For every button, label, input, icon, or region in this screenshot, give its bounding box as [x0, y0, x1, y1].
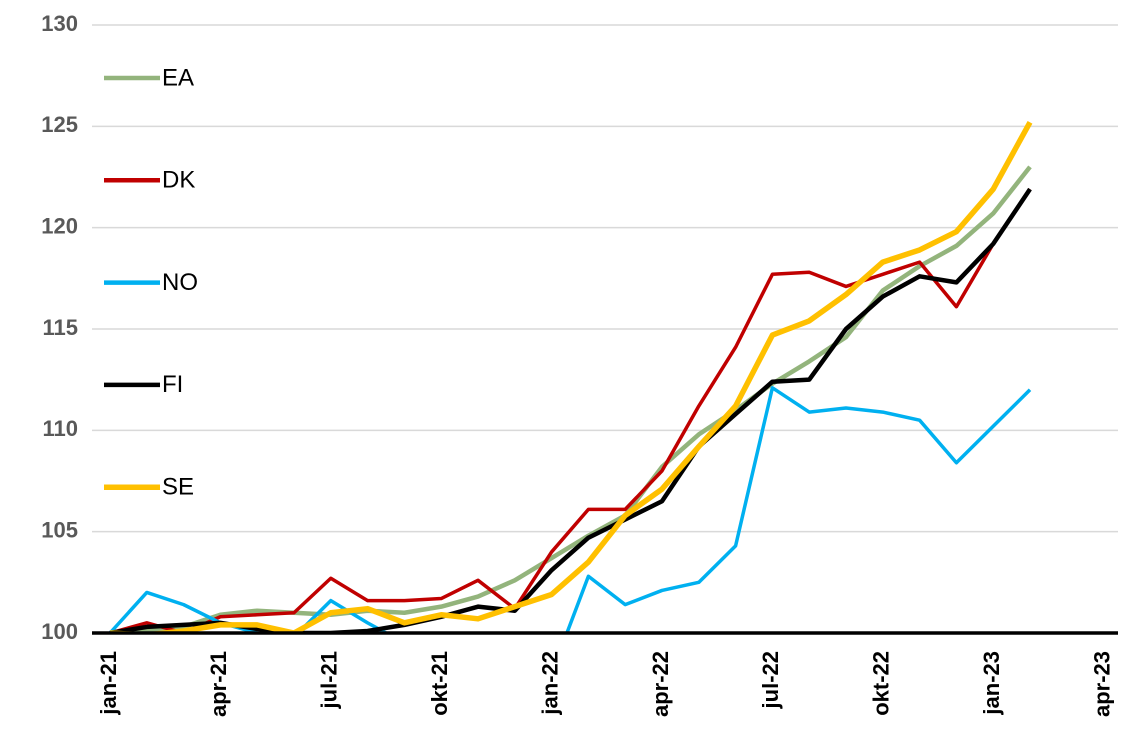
plot-area [108, 120, 1033, 633]
y-tick-label: 120 [41, 213, 78, 238]
legend-label: FI [162, 371, 183, 398]
series-line [110, 120, 1033, 633]
x-tick-label: jan-21 [96, 651, 121, 716]
x-tick-label: apr-22 [648, 651, 673, 717]
y-tick-label: 130 [41, 11, 78, 36]
series-line [109, 188, 1032, 633]
y-tick-label: 115 [43, 315, 79, 340]
x-tick-label: apr-23 [1089, 651, 1114, 717]
legend-label: DK [162, 167, 195, 194]
y-tick-label: 100 [41, 619, 78, 644]
x-tick-label: jan-22 [537, 651, 562, 716]
x-tick-label: apr-21 [206, 651, 231, 717]
x-tick-label: okt-21 [427, 651, 452, 716]
series-line [108, 386, 1032, 633]
series-line [109, 187, 1032, 633]
legend-label: EA [162, 64, 194, 91]
y-tick-label: 110 [43, 416, 79, 441]
x-tick-label: okt-22 [869, 651, 894, 716]
x-tick-label: jul-22 [758, 651, 783, 709]
y-tick-label: 125 [41, 112, 78, 137]
legend-label: NO [162, 269, 198, 296]
legend-label: SE [162, 474, 194, 501]
series-line [109, 165, 1032, 633]
y-tick-label: 105 [41, 517, 78, 542]
x-tick-label: jul-21 [317, 651, 342, 709]
x-tick-label: jan-23 [979, 651, 1004, 716]
